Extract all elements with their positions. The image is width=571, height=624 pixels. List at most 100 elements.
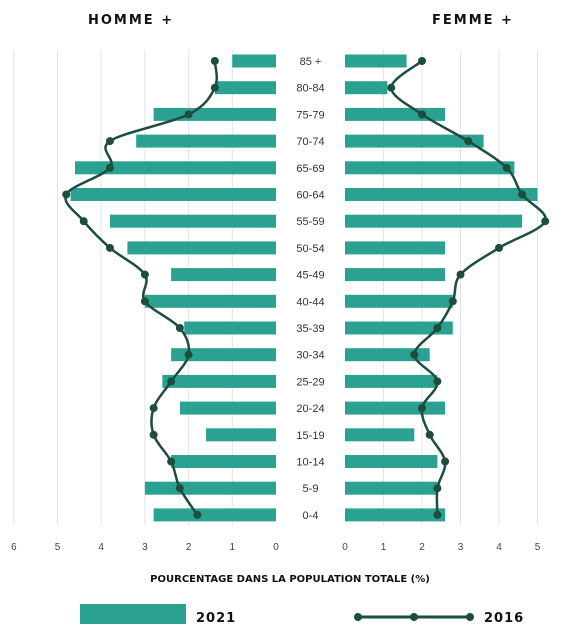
- point-2016-female: [518, 190, 527, 199]
- x-tick-label-male: 2: [186, 542, 192, 553]
- x-tick-label-male: 5: [55, 542, 61, 553]
- age-group-label: 70-74: [296, 136, 324, 148]
- age-group-label: 0-4: [303, 510, 319, 522]
- gridlines: [13, 50, 538, 525]
- bar-male-2021: [184, 321, 276, 335]
- age-group-label: 25-29: [296, 376, 324, 388]
- bar-female-2021: [345, 428, 415, 442]
- point-2016-female: [387, 83, 396, 92]
- bar-male-2021: [109, 214, 276, 228]
- point-2016-female: [464, 137, 473, 146]
- bar-male-2021: [171, 268, 276, 282]
- bar-male-2021: [70, 188, 276, 201]
- legend-marker: [354, 613, 362, 621]
- age-group-label: 60-64: [296, 190, 324, 202]
- bar-female-2021: [345, 188, 538, 201]
- point-2016-male: [193, 510, 202, 519]
- bar-female-2021: [345, 455, 438, 468]
- point-2016-female: [418, 57, 426, 65]
- x-tick-label-female: 5: [535, 542, 541, 553]
- bar-male-2021: [162, 374, 276, 388]
- point-2016-female: [441, 457, 450, 466]
- x-tick-label-male: 1: [230, 542, 236, 553]
- line-2016: [62, 57, 550, 519]
- point-2016-male: [140, 297, 149, 306]
- point-2016-male: [62, 190, 71, 199]
- bar-female-2021: [345, 54, 407, 68]
- age-group-label: 35-39: [296, 323, 324, 335]
- line-2016-male: [64, 60, 218, 516]
- bar-male-2021: [144, 481, 276, 495]
- line-2016-female: [389, 60, 547, 515]
- point-2016-male: [210, 57, 219, 65]
- bar-female-2021: [345, 134, 484, 148]
- point-2016-male: [105, 243, 114, 252]
- bar-female-2021: [345, 374, 438, 388]
- point-2016-male: [167, 457, 176, 466]
- chart-title-male: HOMME +: [88, 13, 174, 28]
- legend-swatch-2021: [80, 604, 186, 624]
- point-2016-female: [502, 163, 511, 172]
- point-2016-female: [433, 484, 442, 493]
- age-group-label: 75-79: [296, 109, 324, 121]
- bar-female-2021: [345, 321, 453, 335]
- age-labels: 85 + 80-84 75-79 70-74 65-69 60-64 55-59 50-54 4…: [296, 56, 324, 522]
- bar-female-2021: [345, 508, 446, 522]
- point-2016-male: [175, 484, 184, 493]
- age-group-label: 30-34: [296, 350, 324, 362]
- point-2016-female: [433, 510, 442, 519]
- age-group-label: 55-59: [296, 216, 324, 228]
- point-2016-female: [418, 110, 426, 119]
- point-2016-female: [448, 297, 457, 306]
- bar-male-2021: [136, 134, 276, 148]
- age-group-label: 45-49: [296, 270, 324, 282]
- x-tick-label-female: 0: [342, 542, 348, 553]
- bar-male-2021: [171, 348, 276, 362]
- legend-marker: [410, 613, 418, 621]
- point-2016-male: [184, 110, 193, 119]
- bar-female-2021: [345, 294, 453, 308]
- bar-male-2021: [153, 508, 276, 522]
- bar-male-2021: [206, 428, 276, 442]
- x-axis-ticks: 6 5 4 3 2 1 0 0 1 2 3 4 5: [11, 542, 541, 553]
- age-group-label: 50-54: [296, 243, 324, 255]
- bar-male-2021: [171, 455, 276, 468]
- chart-title-female: FEMME +: [432, 13, 514, 28]
- point-2016-male: [105, 163, 114, 172]
- point-2016-male: [210, 83, 219, 92]
- point-2016-male: [79, 217, 88, 226]
- legend-label-2021: 2021: [196, 611, 236, 624]
- bar-male-2021: [214, 81, 276, 95]
- bar-female-2021: [345, 481, 438, 495]
- bar-male-2021: [153, 107, 276, 121]
- bar-male-2021: [127, 241, 276, 255]
- age-group-label: 40-44: [296, 296, 324, 308]
- point-2016-female: [418, 404, 426, 413]
- bar-female-2021: [345, 348, 430, 362]
- age-group-label: 5-9: [303, 483, 319, 495]
- age-group-label: 65-69: [296, 163, 324, 175]
- age-group-label: 15-19: [296, 430, 324, 442]
- point-2016-male: [167, 377, 176, 386]
- bar-female-2021: [345, 401, 446, 415]
- bar-female-2021: [345, 81, 388, 95]
- age-group-label: 20-24: [296, 403, 324, 415]
- bars-2021: [70, 54, 538, 522]
- point-2016-female: [425, 430, 434, 439]
- x-tick-label-male: 0: [273, 542, 279, 553]
- bar-male-2021: [144, 294, 276, 308]
- x-tick-label-male: 3: [142, 542, 148, 553]
- x-tick-label-female: 3: [458, 542, 464, 553]
- point-2016-female: [495, 243, 503, 252]
- bar-female-2021: [345, 241, 446, 255]
- x-tick-label-male: 6: [11, 542, 17, 553]
- age-group-label: 10-14: [296, 457, 324, 469]
- point-2016-male: [184, 350, 193, 359]
- point-2016-female: [410, 350, 419, 359]
- point-2016-female: [433, 377, 442, 386]
- point-2016-male: [149, 430, 158, 439]
- point-2016-male: [105, 137, 114, 146]
- bar-male-2021: [74, 161, 276, 175]
- x-tick-label-female: 1: [381, 542, 387, 553]
